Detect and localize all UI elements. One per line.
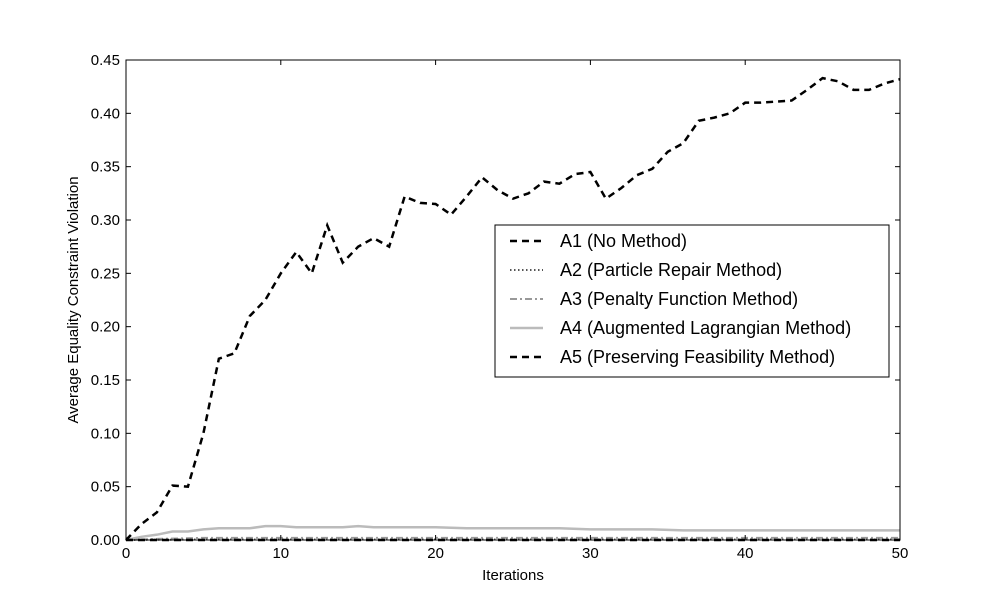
- y-tick-label: 0.35: [91, 159, 120, 176]
- x-tick-label: 10: [272, 545, 289, 562]
- y-tick-label: 0.45: [91, 52, 120, 69]
- x-tick-label: 0: [122, 545, 130, 562]
- y-tick-label: 0.05: [91, 479, 120, 496]
- y-tick-label: 0.10: [91, 425, 120, 442]
- y-tick-label: 0.25: [91, 265, 120, 282]
- plot-area-frame: [125, 59, 901, 541]
- y-tick-label: 0.15: [91, 372, 120, 389]
- legend-label-a4: A4 (Augmented Lagrangian Method): [560, 318, 851, 338]
- legend-label-a5: A5 (Preserving Feasibility Method): [560, 347, 835, 367]
- ticks-layer: 0 10 20 30 40 50 0.00 0.05 0.10 0.15 0.20 0.25 0.30 0…: [91, 52, 909, 562]
- x-tick-label: 20: [427, 545, 444, 562]
- x-axis-title: Iterations: [482, 567, 544, 584]
- legend-label-a3: A3 (Penalty Function Method): [560, 289, 798, 309]
- x-tick-label: 50: [892, 545, 909, 562]
- x-tick-label: 40: [737, 545, 754, 562]
- legend: A1 (No Method) A2 (Particle Repair Method…: [494, 224, 890, 378]
- series-line-a3: [125, 536, 900, 541]
- y-tick-label: 0.00: [91, 532, 120, 549]
- legend-frame: [494, 224, 890, 378]
- series-line-a4: [125, 524, 900, 542]
- series-line-a1: [125, 76, 901, 541]
- x-tick-label: 30: [582, 545, 599, 562]
- legend-label-a1: A1 (No Method): [560, 231, 687, 251]
- y-tick-label: 0.20: [91, 319, 120, 336]
- legend-label-a2: A2 (Particle Repair Method): [560, 260, 782, 280]
- y-tick-label: 0.40: [91, 105, 120, 122]
- series-line-a2: [125, 538, 900, 541]
- y-axis-title: Average Equality Constraint Violation: [65, 176, 82, 423]
- y-tick-label: 0.30: [91, 212, 120, 229]
